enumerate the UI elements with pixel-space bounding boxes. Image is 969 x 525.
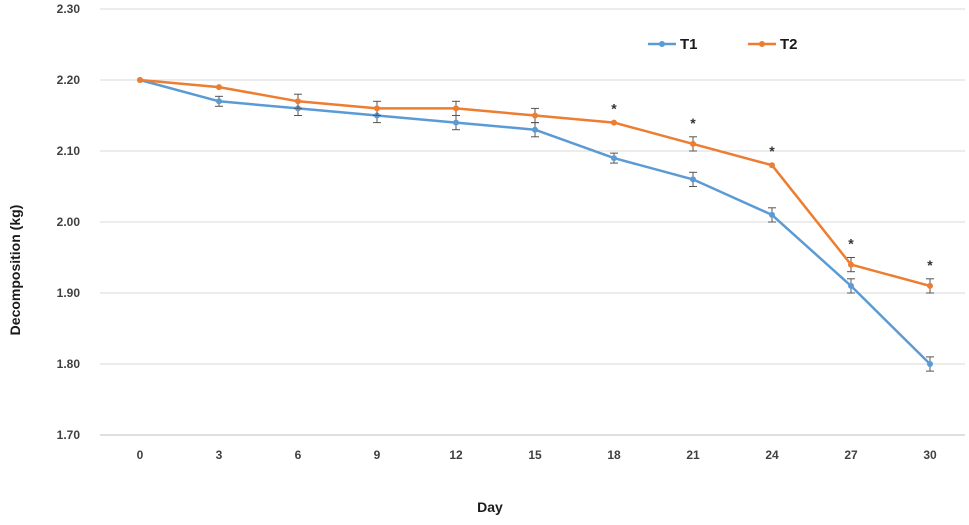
x-tick-label: 12 (449, 448, 463, 462)
x-tick-label: 3 (216, 448, 223, 462)
data-point (769, 211, 775, 218)
significance-markers: * * * * * (611, 101, 933, 273)
x-tick-label: 30 (923, 448, 937, 462)
legend: T1 T2 (648, 36, 798, 53)
y-tick-label: 1.80 (57, 357, 81, 371)
y-tick-label: 2.20 (57, 73, 81, 87)
y-tick-label: 1.70 (57, 428, 81, 442)
data-point (453, 119, 459, 126)
significance-star: * (769, 143, 775, 159)
significance-star: * (848, 236, 854, 252)
data-point (295, 98, 301, 105)
x-tick-label: 0 (137, 448, 144, 462)
y-tick-label: 2.30 (57, 2, 81, 16)
legend-item-t2: T2 (748, 36, 798, 53)
y-axis-tick-labels: 1.70 1.80 1.90 2.00 2.10 2.20 2.30 (57, 2, 81, 442)
x-tick-label: 9 (374, 448, 381, 462)
data-point (611, 155, 617, 162)
data-point (532, 112, 538, 119)
data-point (769, 162, 775, 169)
x-tick-label: 15 (528, 448, 542, 462)
data-point (137, 77, 143, 83)
data-point (611, 119, 617, 126)
gridlines (100, 8, 965, 436)
legend-item-t1: T1 (648, 36, 698, 53)
data-point (927, 282, 933, 289)
y-axis-title: Decomposition (kg) (7, 205, 23, 336)
data-point (848, 261, 854, 268)
data-point (374, 105, 380, 112)
data-point (532, 126, 538, 133)
series-t2 (137, 77, 934, 294)
data-point (848, 282, 854, 289)
x-tick-label: 21 (686, 448, 700, 462)
data-point (690, 140, 696, 147)
legend-marker (759, 41, 765, 47)
y-tick-label: 2.10 (57, 144, 81, 158)
significance-star: * (611, 101, 617, 117)
x-tick-label: 24 (765, 448, 779, 462)
data-point (216, 84, 222, 91)
legend-marker (659, 41, 665, 47)
legend-label: T2 (780, 36, 798, 53)
legend-label: T1 (680, 36, 698, 53)
significance-star: * (927, 257, 933, 273)
data-point (216, 98, 222, 105)
data-point (690, 176, 696, 183)
data-point (453, 105, 459, 112)
x-axis-title: Day (477, 499, 503, 515)
y-tick-label: 1.90 (57, 286, 81, 300)
x-axis-tick-labels: 0 3 6 9 12 15 18 21 24 27 30 (137, 448, 937, 462)
series-lines (137, 77, 934, 372)
series-t1 (137, 77, 934, 372)
data-point (927, 361, 933, 367)
x-tick-label: 18 (607, 448, 621, 462)
x-tick-label: 27 (844, 448, 858, 462)
y-tick-label: 2.00 (57, 215, 81, 229)
x-tick-label: 6 (295, 448, 302, 462)
significance-star: * (690, 115, 696, 131)
